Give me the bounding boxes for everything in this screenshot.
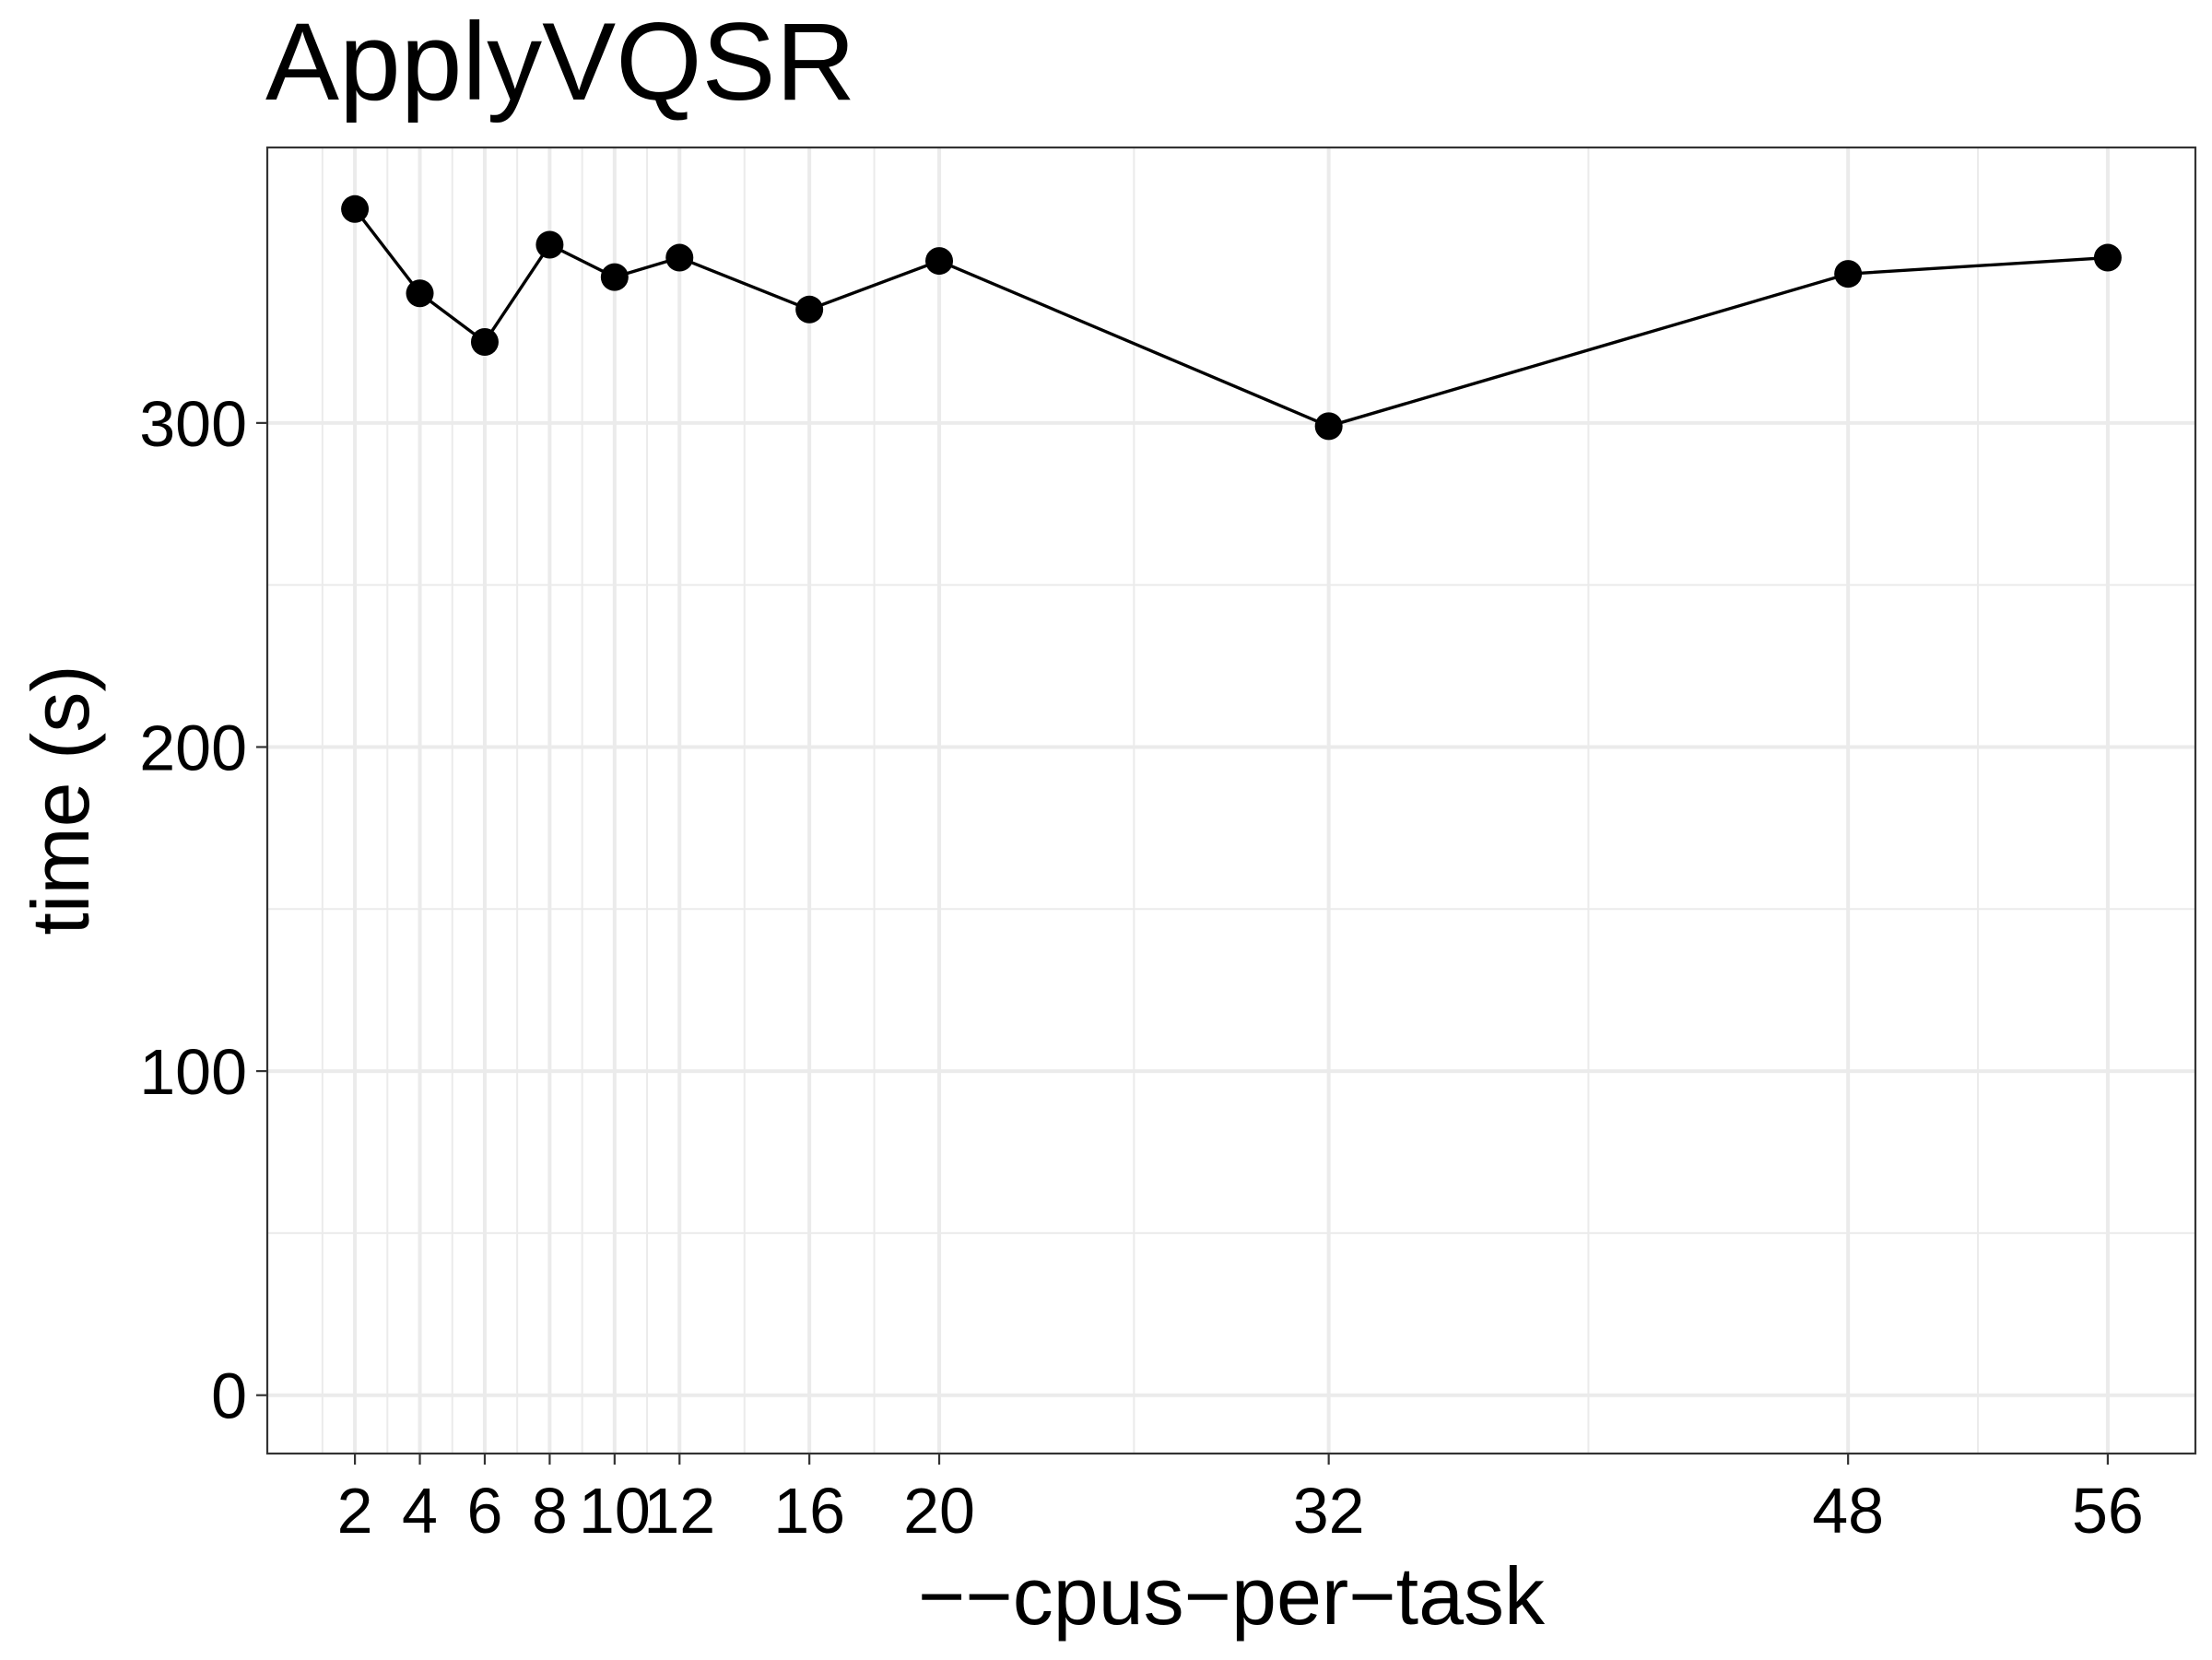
data-point [925,247,954,276]
y-tick-label: 0 [211,1360,247,1432]
x-tick-label: 16 [773,1475,845,1547]
series-group [341,194,2122,441]
data-point [341,194,370,223]
x-tick-label: 2 [337,1475,373,1547]
x-axis-label: −−cpus−per−task [918,1550,1546,1642]
x-tick-label: 4 [402,1475,438,1547]
data-point [1834,260,1863,288]
data-point [1314,412,1343,441]
y-tick-label: 300 [139,388,247,460]
data-point [470,327,499,356]
x-tick-label: 20 [903,1475,975,1547]
series-line [353,207,2109,429]
x-tick-label: 32 [1293,1475,1365,1547]
y-tick-label: 100 [139,1036,247,1108]
data-point [2093,243,2122,272]
y-axis-label: time (s) [15,665,106,935]
data-point [535,230,564,259]
x-tick-label: 48 [1812,1475,1884,1547]
x-tick-label: 8 [532,1475,568,1547]
x-tick-label: 12 [643,1475,715,1547]
data-point [665,243,694,272]
data-point [406,279,434,308]
x-tick-label: 56 [2072,1475,2144,1547]
data-point [795,295,824,324]
x-tick-label: 10 [579,1475,651,1547]
panel-border [265,146,2197,1455]
y-axis: 0 100 200 300 [139,388,267,1432]
y-tick-label: 200 [139,712,247,783]
x-tick-label: 6 [466,1475,502,1547]
grid [267,147,2195,1454]
chart-title: ApplyVQSR [265,0,855,124]
data-point [600,263,629,291]
